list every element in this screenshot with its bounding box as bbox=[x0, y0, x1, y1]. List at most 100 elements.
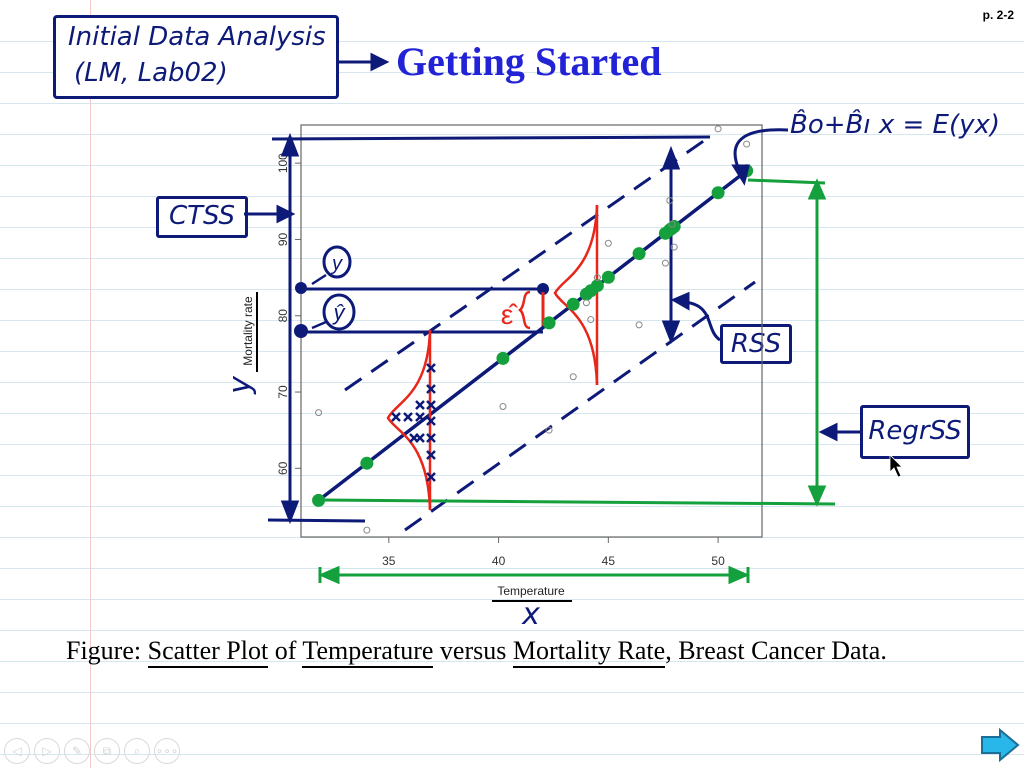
y-hat-marker bbox=[294, 324, 308, 338]
fitted-points bbox=[312, 164, 754, 507]
x-mark-stroke bbox=[426, 363, 436, 373]
fitted-point bbox=[312, 493, 326, 507]
more-icon[interactable]: ∘∘∘ bbox=[154, 738, 180, 764]
data-point bbox=[668, 220, 676, 228]
error-distribution-curves bbox=[386, 204, 599, 511]
fitted-point bbox=[711, 186, 725, 200]
x-mark-stroke bbox=[426, 472, 436, 482]
data-point bbox=[499, 403, 507, 411]
fitted-point bbox=[566, 297, 580, 311]
fitted-point bbox=[601, 270, 615, 284]
y-hat-text: ŷ bbox=[332, 300, 347, 325]
ctss-label: CTSS bbox=[156, 196, 248, 238]
x-mark bbox=[426, 384, 436, 394]
x-axis-hand: x bbox=[521, 597, 540, 632]
y-reference-lines bbox=[301, 287, 543, 334]
epsilon-hat-label: ε̂ bbox=[501, 299, 518, 330]
caption-scatter-plot: Scatter Plot bbox=[147, 636, 269, 668]
y-observed-marker bbox=[295, 282, 307, 294]
regrss-label: RegrSS bbox=[860, 405, 970, 459]
x-tick-label: 35 bbox=[382, 554, 396, 568]
prev-icon[interactable]: ◁ bbox=[4, 738, 30, 764]
pen-icon[interactable]: ✎ bbox=[64, 738, 90, 764]
note-line-1: Initial Data Analysis bbox=[68, 22, 326, 52]
fitted-line bbox=[317, 169, 748, 502]
x-mark-stroke bbox=[415, 400, 425, 410]
data-point bbox=[604, 239, 612, 247]
y-hat-label: ŷ bbox=[311, 293, 356, 331]
x-mark bbox=[415, 400, 425, 410]
x-mark bbox=[415, 412, 425, 422]
x-mark-stroke bbox=[426, 433, 436, 443]
y-observed-text: y bbox=[330, 253, 343, 275]
data-point bbox=[587, 316, 595, 324]
y-tick-label: 80 bbox=[276, 309, 290, 323]
rss-range-arrow bbox=[661, 145, 721, 345]
x-mark-stroke bbox=[426, 416, 436, 426]
x-mark bbox=[391, 412, 401, 422]
x-axis-label: Temperature bbox=[497, 584, 565, 598]
prediction-band bbox=[344, 138, 756, 532]
caption-mortality-rate: Mortality Rate bbox=[512, 636, 666, 668]
regrss-pointer bbox=[818, 422, 860, 442]
next-icon[interactable]: ▷ bbox=[34, 738, 60, 764]
x-mark bbox=[426, 433, 436, 443]
data-point bbox=[363, 526, 371, 534]
page-number: p. 2-2 bbox=[982, 8, 1014, 22]
page-title: Getting Started bbox=[396, 39, 662, 84]
residual-brace bbox=[518, 290, 531, 330]
note-line-2: (LM, Lab02) bbox=[74, 58, 228, 88]
scatter-figure: 35 40 45 50 60 70 80 90 100 Temperature Mortalit… bbox=[223, 52, 903, 632]
fitted-point bbox=[542, 316, 556, 330]
notebook-margin-line bbox=[90, 0, 91, 768]
data-point bbox=[315, 409, 323, 417]
x-mark bbox=[426, 363, 436, 373]
data-point bbox=[545, 426, 553, 434]
x-tick-label: 50 bbox=[711, 554, 725, 568]
fitted-point bbox=[360, 456, 374, 470]
figure-caption: Figure: Scatter Plot of Temperature vers… bbox=[66, 636, 887, 668]
y-tick-label: 100 bbox=[276, 153, 290, 173]
y-axis-hand: y bbox=[223, 375, 258, 395]
axis-ticks: 35 40 45 50 60 70 80 90 100 bbox=[276, 153, 725, 568]
observed-points bbox=[315, 125, 751, 534]
x-mark bbox=[426, 472, 436, 482]
x-mark bbox=[409, 433, 419, 443]
fit-equation: B̂o+B̂ı x = E(yx) bbox=[790, 110, 1001, 140]
data-point bbox=[666, 197, 674, 205]
x-tick-label: 40 bbox=[492, 554, 506, 568]
data-point bbox=[670, 243, 678, 251]
x-mark bbox=[403, 412, 413, 422]
y-tick-label: 90 bbox=[276, 232, 290, 246]
caption-temperature: Temperature bbox=[302, 636, 434, 668]
y-axis-label: Mortality rate bbox=[241, 296, 255, 366]
data-point bbox=[582, 299, 590, 307]
caption-prefix: Figure: bbox=[66, 636, 142, 665]
fitted-point bbox=[496, 351, 510, 365]
next-page-icon[interactable] bbox=[980, 728, 1020, 762]
mouse-cursor bbox=[889, 454, 903, 478]
x-mark-stroke bbox=[403, 412, 413, 422]
y-tick-label: 70 bbox=[276, 385, 290, 399]
x-mark-stroke bbox=[409, 433, 419, 443]
x-mark bbox=[426, 400, 436, 410]
data-point bbox=[569, 373, 577, 381]
caption-suffix: , Breast Cancer Data. bbox=[665, 636, 887, 665]
x-mark-stroke bbox=[426, 384, 436, 394]
y-tick-label: 60 bbox=[276, 461, 290, 475]
rss-label: RSS bbox=[720, 324, 792, 364]
regrss-range-arrow bbox=[321, 178, 836, 507]
y-observed-label: y bbox=[311, 245, 352, 286]
navigation-bar: ◁ ▷ ✎ ⧉ ⌕ ∘∘∘ bbox=[4, 738, 180, 764]
equation-pointer bbox=[731, 128, 789, 186]
observed-point-marker bbox=[537, 283, 549, 295]
zoom-icon[interactable]: ⌕ bbox=[124, 738, 150, 764]
x-mark-stroke bbox=[391, 412, 401, 422]
data-point bbox=[661, 259, 669, 267]
title-arrow bbox=[336, 52, 390, 72]
ctss-range-arrow bbox=[244, 132, 711, 525]
x-mark bbox=[426, 450, 436, 460]
caption-versus: versus bbox=[439, 636, 507, 665]
copy-icon[interactable]: ⧉ bbox=[94, 738, 120, 764]
caption-of: of bbox=[274, 636, 297, 665]
